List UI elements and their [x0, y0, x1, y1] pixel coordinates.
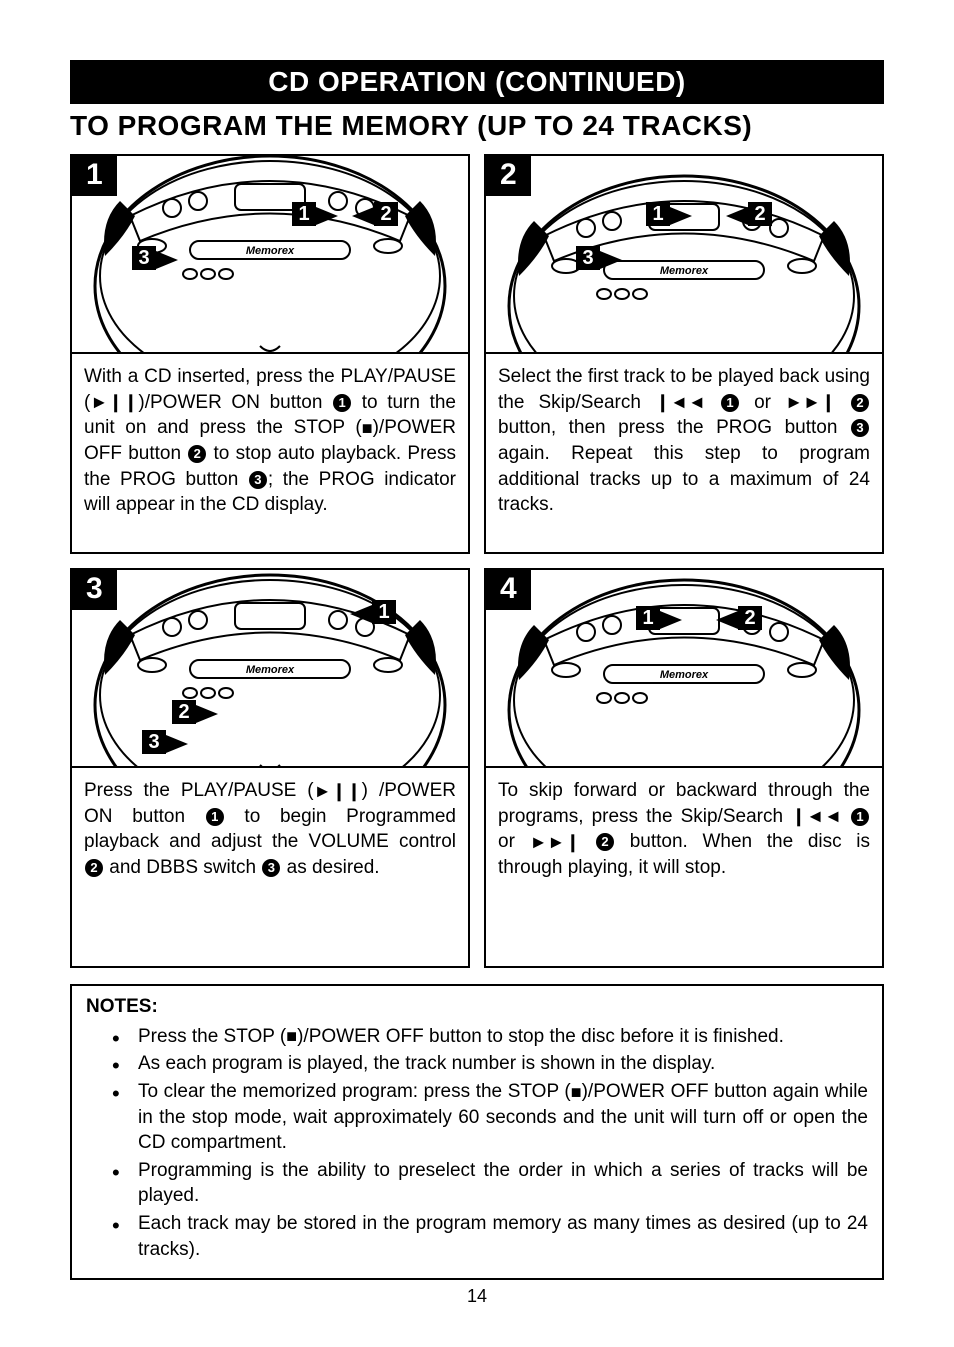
note-item: To clear the memorized program: press th…: [138, 1079, 868, 1156]
step-illustration: 2 1 2 3: [484, 154, 884, 354]
note-item: Each track may be stored in the program …: [138, 1211, 868, 1262]
reference-marker: 1: [333, 394, 351, 412]
callout-1: 1: [636, 606, 682, 630]
step-2: 2123Select the first track to be played …: [484, 154, 884, 554]
manual-page: CD OPERATION (CONTINUED) TO PROGRAM THE …: [0, 0, 954, 1347]
steps-grid: 1123With a CD inserted, press the PLAY/P…: [70, 154, 884, 968]
playpause-icon: ►❙❙: [314, 779, 362, 803]
callout-2: 2: [716, 606, 762, 630]
callout-3: 3: [576, 246, 622, 270]
device-diagram: [504, 166, 864, 354]
section-subtitle: TO PROGRAM THE MEMORY (UP TO 24 TRACKS): [70, 110, 884, 142]
step-1: 1123With a CD inserted, press the PLAY/P…: [70, 154, 470, 554]
note-item: Press the STOP (■)/POWER OFF button to s…: [138, 1024, 868, 1050]
reference-marker: 3: [262, 859, 280, 877]
reference-marker: 2: [851, 394, 869, 412]
reference-marker: 2: [188, 445, 206, 463]
reference-marker: 1: [721, 394, 739, 412]
notes-box: NOTES: Press the STOP (■)/POWER OFF butt…: [70, 984, 884, 1280]
step-text: Select the first track to be played back…: [484, 354, 884, 554]
section-title: CD OPERATION (CONTINUED): [70, 60, 884, 104]
callout-3: 3: [142, 730, 188, 754]
reference-marker: 2: [85, 859, 103, 877]
step-text: With a CD inserted, press the PLAY/PAUSE…: [70, 354, 470, 554]
reference-marker: 1: [206, 808, 224, 826]
step-number: 1: [72, 156, 117, 196]
step-4: 412To skip forward or backward through t…: [484, 568, 884, 968]
notes-title: NOTES:: [86, 994, 868, 1020]
reference-marker: 3: [249, 471, 267, 489]
page-number: 14: [70, 1286, 884, 1307]
callout-3: 3: [132, 246, 178, 270]
step-text: To skip forward or backward through the …: [484, 768, 884, 968]
callout-2: 2: [726, 202, 772, 226]
notes-list: Press the STOP (■)/POWER OFF button to s…: [86, 1024, 868, 1263]
stop-icon: ■: [362, 416, 373, 440]
step-number: 3: [72, 570, 117, 610]
reference-marker: 2: [596, 833, 614, 851]
note-item: Programming is the ability to preselect …: [138, 1158, 868, 1209]
step-illustration: 1123: [70, 154, 470, 354]
step-text: Press the PLAY/PAUSE (►❙❙) /POWER ON but…: [70, 768, 470, 968]
step-number: 2: [486, 156, 531, 196]
note-item: As each program is played, the track num…: [138, 1051, 868, 1077]
step-3: 3123Press the PLAY/PAUSE (►❙❙) /POWER ON…: [70, 568, 470, 968]
playpause-icon: ►❙❙: [90, 390, 138, 414]
callout-1: 1: [292, 202, 338, 226]
reference-marker: 3: [851, 419, 869, 437]
callout-1: 1: [350, 600, 396, 624]
callout-2: 2: [172, 700, 218, 724]
step-illustration: 3 1 2 3: [70, 568, 470, 768]
next-icon: ►►❙: [785, 390, 836, 414]
prev-icon: ❙◄◄: [791, 804, 842, 828]
device-diagram: [504, 570, 864, 768]
step-illustration: 4 1 2: [484, 568, 884, 768]
step-number: 4: [486, 570, 531, 610]
callout-2: 2: [352, 202, 398, 226]
callout-1: 1: [646, 202, 692, 226]
reference-marker: 1: [851, 808, 869, 826]
stop-icon: ■: [286, 1024, 297, 1048]
stop-icon: ■: [571, 1080, 582, 1104]
next-icon: ►►❙: [530, 830, 581, 854]
prev-icon: ❙◄◄: [655, 390, 706, 414]
